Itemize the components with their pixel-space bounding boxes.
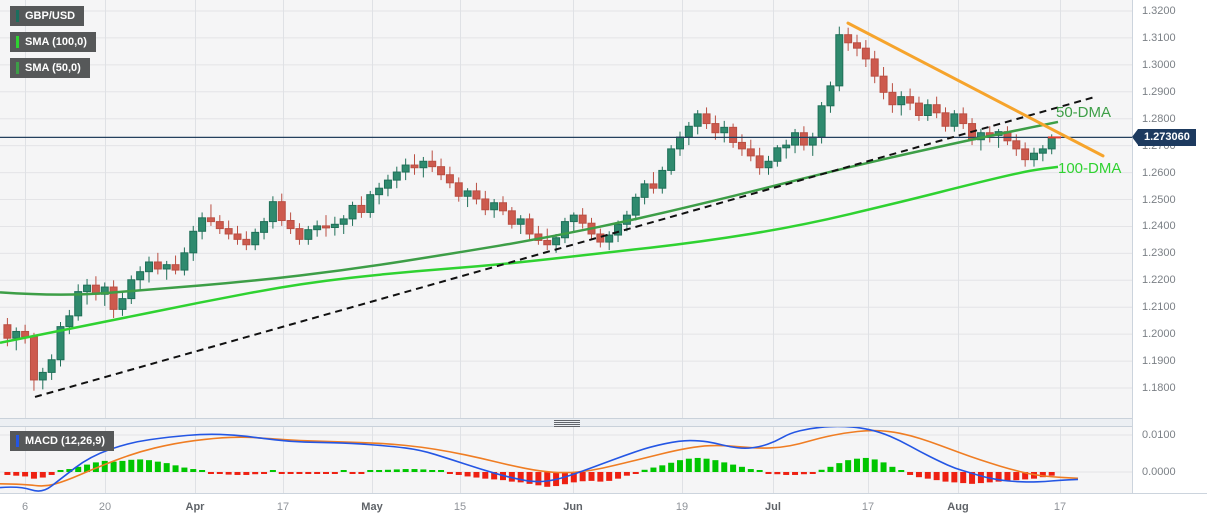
- macd-axis-label: 0.0100: [1142, 429, 1176, 441]
- time-axis-label: 17: [276, 501, 290, 513]
- sma50-annotation: 50-DMA: [1056, 104, 1112, 121]
- macd-axis-label: 0.0000: [1142, 466, 1176, 478]
- time-axis-label: 17: [861, 501, 875, 513]
- macd-accent-bar: [16, 435, 19, 447]
- symbol-label: GBP/USD: [25, 10, 76, 22]
- sma100-annotation: 100-DMA: [1058, 160, 1122, 177]
- macd-panel-svg: [0, 427, 1132, 493]
- price-axis-label: 1.3200: [1142, 5, 1176, 17]
- price-axis-label: 1.2300: [1142, 247, 1176, 260]
- price-axis-label: 1.2500: [1142, 193, 1176, 206]
- current-price-tag-arrow: [1132, 129, 1138, 145]
- sma100-accent-bar: [16, 36, 19, 48]
- price-axis-label: 1.2800: [1142, 112, 1176, 125]
- time-axis-label: Jun: [563, 501, 583, 513]
- time-axis-label: 20: [98, 501, 112, 513]
- macd-legend[interactable]: MACD (12,26,9): [10, 431, 115, 451]
- time-axis-label: 17: [1053, 501, 1067, 513]
- macd-signal-line: [0, 429, 1079, 487]
- sma50-accent-bar: [16, 62, 19, 74]
- time-axis-label: Aug: [947, 501, 969, 513]
- price-axis-label: 1.3100: [1142, 31, 1176, 44]
- price-chart-canvas[interactable]: [0, 0, 1132, 418]
- support-trendline: [34, 95, 1096, 398]
- price-axis-label: 1.2000: [1142, 328, 1176, 341]
- candles-layer: [3, 26, 1056, 391]
- time-axis-label: 6: [21, 501, 29, 513]
- sma100-legend[interactable]: SMA (100,0): [10, 32, 96, 52]
- macd-main-line: [0, 427, 1079, 492]
- price-axis-label: 1.2100: [1142, 301, 1176, 314]
- time-axis-label: May: [361, 501, 383, 513]
- macd-label: MACD (12,26,9): [25, 435, 106, 447]
- price-axis-label: 1.1900: [1142, 355, 1176, 368]
- time-axis-label: Apr: [185, 501, 205, 513]
- panel-resize-handle-icon[interactable]: [554, 420, 580, 427]
- macd-panel-canvas[interactable]: [0, 427, 1132, 493]
- current-price-tag: 1.273060: [1138, 129, 1196, 146]
- sma50-label: SMA (50,0): [25, 62, 81, 74]
- sma50-line: [0, 120, 1059, 296]
- price-axis-label: 1.1800: [1142, 382, 1176, 395]
- time-axis-label: 15: [453, 501, 467, 513]
- price-axis-label: 1.2900: [1142, 85, 1176, 98]
- time-axis[interactable]: 6 20 Apr 17 May 15 Jun 19 Jul 17 Aug 17: [0, 493, 1207, 521]
- price-axis[interactable]: 1.32001.31001.30001.29001.28001.27001.26…: [1133, 0, 1207, 493]
- price-axis-label: 1.2400: [1142, 220, 1176, 233]
- price-chart-svg: [0, 0, 1132, 418]
- price-axis-label: 1.2200: [1142, 274, 1176, 287]
- resistance-trendline: [846, 21, 1105, 158]
- panel-divider: [0, 418, 1132, 427]
- sma50-legend[interactable]: SMA (50,0): [10, 58, 90, 78]
- sma100-label: SMA (100,0): [25, 36, 87, 48]
- sma100-line: [0, 165, 1059, 345]
- time-axis-label: Jul: [765, 501, 781, 513]
- symbol-accent-bar: [16, 10, 19, 22]
- time-axis-label: 19: [675, 501, 689, 513]
- price-axis-label: 1.2600: [1142, 166, 1176, 179]
- symbol-legend[interactable]: GBP/USD: [10, 6, 85, 26]
- price-axis-label: 1.3000: [1142, 58, 1176, 71]
- current-price-tick: [1048, 136, 1061, 139]
- axis-separator: [1132, 0, 1133, 493]
